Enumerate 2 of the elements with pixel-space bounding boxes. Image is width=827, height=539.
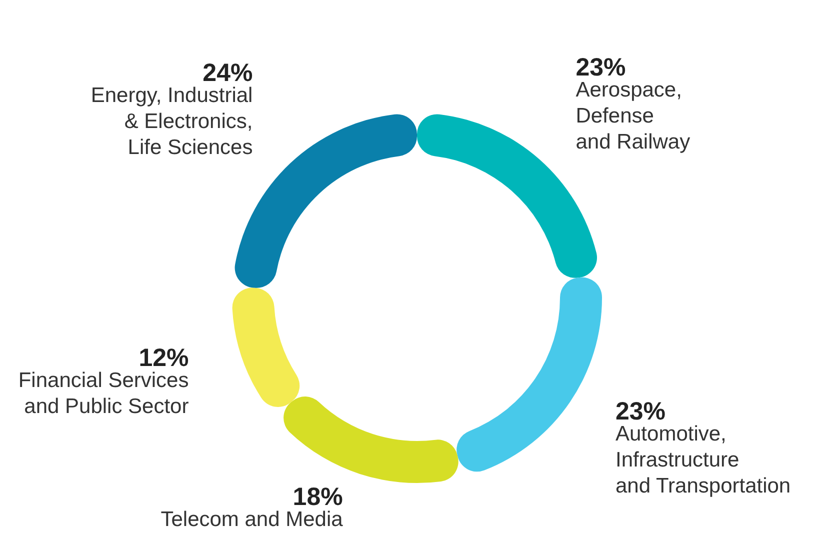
slice-label: Telecom and Media xyxy=(160,508,344,531)
data-label: 18% xyxy=(292,483,343,511)
